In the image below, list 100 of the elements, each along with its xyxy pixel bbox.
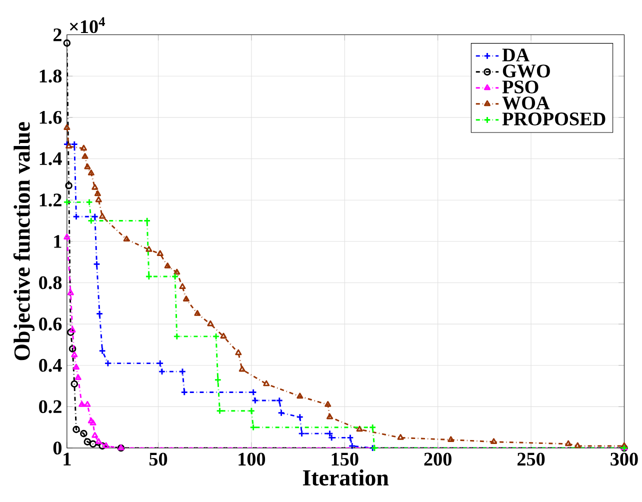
point	[63, 39, 71, 47]
point	[171, 272, 179, 280]
point	[98, 347, 106, 355]
point	[278, 409, 285, 417]
legend-label: DA	[502, 48, 530, 62]
point	[84, 163, 91, 170]
point	[143, 217, 151, 224]
point	[565, 440, 572, 446]
point	[65, 182, 72, 190]
point	[164, 262, 171, 268]
point	[276, 396, 284, 404]
point	[348, 442, 356, 450]
point	[324, 400, 332, 407]
point	[194, 310, 201, 316]
point	[63, 198, 71, 206]
point	[66, 142, 72, 148]
y-tick-label: 0.6	[39, 318, 62, 331]
x-tick-label: 300	[610, 452, 638, 466]
point	[220, 332, 227, 339]
point	[346, 434, 354, 442]
point	[78, 400, 86, 407]
y-tick-label: 0.8	[39, 276, 62, 290]
point	[248, 407, 256, 414]
point	[104, 360, 112, 367]
legend-label: WOA	[502, 96, 550, 110]
point	[158, 368, 166, 376]
point	[145, 272, 153, 280]
y-tick-label: 2	[53, 28, 62, 42]
x-tick-label: 100	[238, 452, 266, 466]
y-tick-label: 1	[54, 235, 62, 248]
point	[298, 430, 306, 438]
point	[74, 374, 82, 380]
point	[72, 212, 80, 220]
x-axis-title: Iteration	[302, 469, 389, 486]
point	[207, 320, 214, 326]
x-tick-label: 1	[64, 452, 71, 466]
point	[88, 417, 94, 424]
point	[98, 442, 106, 450]
point	[368, 424, 376, 431]
point	[84, 438, 92, 446]
point	[96, 310, 104, 318]
point	[93, 260, 100, 268]
point	[80, 430, 88, 438]
x-tick-label: 150	[332, 452, 358, 466]
point	[179, 283, 186, 290]
point	[182, 296, 190, 302]
point	[212, 332, 220, 340]
point	[64, 234, 70, 240]
point	[178, 368, 186, 376]
y-tick-label: 1.2	[40, 194, 62, 207]
point	[326, 413, 333, 420]
point	[95, 438, 102, 444]
point	[68, 345, 76, 352]
point	[174, 268, 180, 275]
point	[574, 442, 581, 448]
point	[180, 388, 188, 396]
point	[214, 376, 222, 384]
point	[238, 366, 246, 372]
point	[64, 124, 70, 130]
legend-label: PSO	[502, 80, 538, 94]
point	[123, 236, 130, 242]
point	[356, 426, 363, 432]
point	[156, 250, 164, 256]
point	[82, 152, 88, 159]
point	[326, 430, 334, 438]
point	[71, 351, 78, 358]
point	[146, 246, 152, 252]
point	[263, 380, 270, 386]
point	[72, 364, 80, 370]
point	[102, 442, 110, 448]
legend-label: GWO	[502, 64, 550, 78]
legend-label: PROPOSED	[502, 112, 606, 126]
point	[490, 438, 498, 444]
y-tick-label: 0.4	[39, 358, 62, 372]
y-tick-label: 0.2	[39, 400, 62, 414]
point	[173, 332, 181, 340]
x-tick-label: 200	[424, 452, 452, 466]
point	[89, 440, 97, 448]
y-tick-label: 0	[53, 442, 62, 454]
text: ×10$^{4}$	[70, 17, 105, 34]
point	[72, 426, 80, 434]
point	[448, 436, 454, 442]
point	[91, 212, 99, 220]
point	[84, 400, 91, 407]
point	[296, 392, 304, 399]
point	[67, 289, 74, 296]
point	[92, 184, 98, 190]
point	[250, 424, 257, 431]
point	[94, 190, 101, 196]
point	[70, 140, 78, 148]
point	[88, 217, 95, 224]
point	[92, 432, 98, 438]
y-tick-label: 1.4	[40, 152, 62, 166]
point	[88, 170, 94, 176]
point	[99, 212, 106, 219]
point	[252, 396, 259, 404]
y-tick-label: 1.8	[40, 70, 62, 83]
y-axis-title: Objective function value	[13, 122, 35, 360]
point	[216, 407, 224, 414]
y-tick-label: 1.6	[40, 110, 62, 124]
